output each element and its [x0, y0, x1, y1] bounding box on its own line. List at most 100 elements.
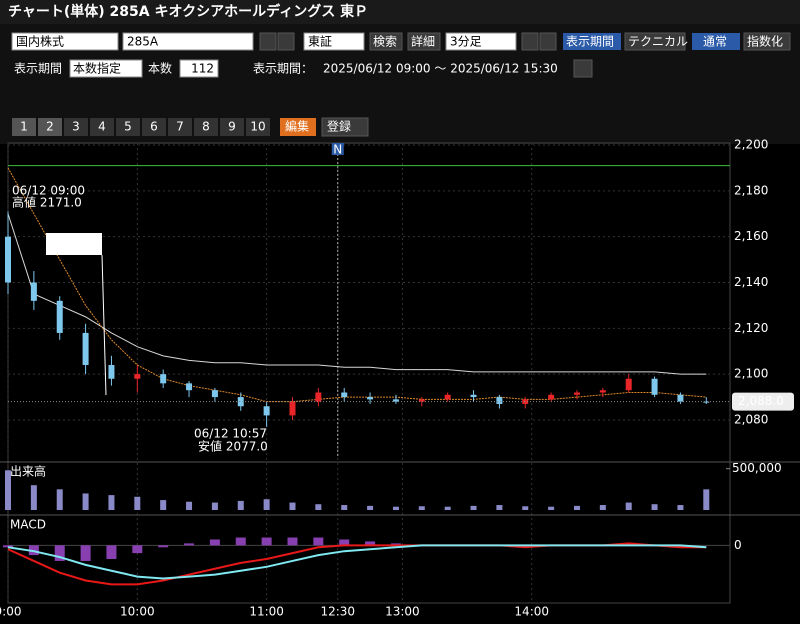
- chart: 2,080 2,100 2,120 2,140 2,160 2,180 2,200 9:00 1…: [0, 138, 800, 619]
- candle-body: [418, 399, 425, 402]
- marker-label: N: [333, 143, 342, 157]
- volume-bar: [625, 502, 632, 510]
- detail-button[interactable]: [407, 32, 441, 51]
- volume-bar: [496, 505, 503, 510]
- technical-button[interactable]: [624, 32, 686, 51]
- candle-body: [108, 365, 115, 379]
- page-button[interactable]: [12, 118, 36, 136]
- candle-body: [82, 332, 89, 365]
- next[interactable]: [277, 32, 295, 51]
- marker-box: [331, 143, 344, 155]
- macd-histogram: [313, 537, 324, 546]
- period-mode-select[interactable]: [69, 59, 143, 78]
- plot-border: [7, 142, 731, 604]
- volume-bar: [315, 504, 322, 510]
- page-button[interactable]: [38, 118, 62, 136]
- change-note: △620: [52, 237, 84, 251]
- x-tick-label: 9:00: [0, 605, 21, 619]
- volume-bar: [341, 505, 348, 510]
- period-button-text: 表示期間: [566, 35, 614, 49]
- y-tick-label: 2,160: [734, 229, 768, 243]
- high-note: 高値 2171.0: [12, 195, 82, 210]
- low-note-date: 06/12 10:57: [194, 427, 267, 441]
- volume-bar: [289, 502, 296, 510]
- volume-bar: [470, 505, 477, 510]
- prev2[interactable]: [521, 32, 539, 51]
- volume-bar: [548, 506, 555, 510]
- last-price: 2,088.0: [738, 394, 784, 408]
- volume-bar: [237, 500, 244, 510]
- y-tick-label: 2,080: [734, 413, 768, 427]
- volume-bar: [30, 485, 37, 510]
- macd-histogram: [158, 545, 169, 548]
- period-mode: 本数指定: [73, 61, 121, 76]
- candle-body: [573, 392, 580, 395]
- period-button[interactable]: [563, 33, 621, 50]
- search: 検索: [373, 35, 397, 49]
- x-tick-label: 14:00: [514, 605, 549, 619]
- volume-bar: [211, 502, 218, 510]
- macd-histogram: [106, 545, 117, 559]
- volume-label: 出来高: [10, 464, 46, 479]
- period-label: 表示期間: [14, 62, 62, 76]
- page-label: 5: [124, 120, 132, 134]
- volume-bar: [444, 506, 451, 510]
- page-label: 1: [20, 120, 28, 134]
- volume-bar: [263, 499, 270, 510]
- page-label: 4: [98, 120, 106, 134]
- volume-bar: [522, 506, 529, 510]
- page-button[interactable]: [90, 118, 114, 136]
- page-button[interactable]: [246, 118, 270, 136]
- interval-select[interactable]: [445, 32, 517, 51]
- page-button[interactable]: [116, 118, 140, 136]
- normal-button[interactable]: [692, 33, 740, 50]
- technical: テクニカル: [628, 35, 688, 49]
- y-tick-label: 2,120: [734, 321, 768, 335]
- candle-body: [56, 300, 63, 333]
- code-input[interactable]: [122, 32, 254, 51]
- candle-body: [548, 394, 555, 400]
- interval: 3分足: [450, 35, 482, 49]
- edit-button[interactable]: [280, 118, 316, 136]
- macd-histogram: [184, 543, 195, 546]
- prev[interactable]: [259, 32, 277, 51]
- indexed-button[interactable]: [743, 32, 791, 51]
- macd-histogram: [80, 545, 91, 561]
- range-label: 表示期間：: [253, 62, 313, 76]
- range: 2025/06/12 09:00 ～ 2025/06/12 15:30: [323, 62, 558, 76]
- candle-body: [444, 394, 451, 400]
- refresh[interactable]: [573, 59, 593, 78]
- search-button[interactable]: [369, 32, 403, 51]
- macd-line: [7, 544, 707, 580]
- y-tick-label: 2,100: [734, 367, 768, 381]
- macd-histogram: [54, 545, 65, 561]
- detail: 詳細: [411, 34, 435, 49]
- volume-bar: [5, 470, 11, 510]
- candle-body: [289, 401, 296, 416]
- x-tick-label: 10:00: [120, 605, 155, 619]
- count-input[interactable]: [179, 59, 219, 78]
- market-select[interactable]: [11, 32, 119, 51]
- candle-body: [599, 390, 606, 393]
- last-price-box: [732, 392, 794, 411]
- y-tick-label: 2,180: [734, 183, 768, 197]
- page-button[interactable]: [168, 118, 192, 136]
- macd-histogram: [3, 545, 13, 548]
- y-tick-label: 2,140: [734, 275, 768, 289]
- macd-histogram: [287, 537, 298, 546]
- volume-bar: [599, 505, 606, 510]
- page-button[interactable]: [194, 118, 218, 136]
- page-button[interactable]: [220, 118, 244, 136]
- register-button[interactable]: [321, 117, 369, 137]
- page-button[interactable]: [142, 118, 166, 136]
- title-bar: [0, 0, 800, 24]
- candle-body: [5, 236, 11, 283]
- x-tick-label: 11:00: [249, 605, 284, 619]
- page-button[interactable]: [64, 118, 88, 136]
- change-pointer: [101, 254, 107, 396]
- edit: 編集: [285, 119, 309, 134]
- next2[interactable]: [539, 32, 557, 51]
- exchange-select[interactable]: [303, 32, 365, 51]
- change-box: [46, 233, 102, 255]
